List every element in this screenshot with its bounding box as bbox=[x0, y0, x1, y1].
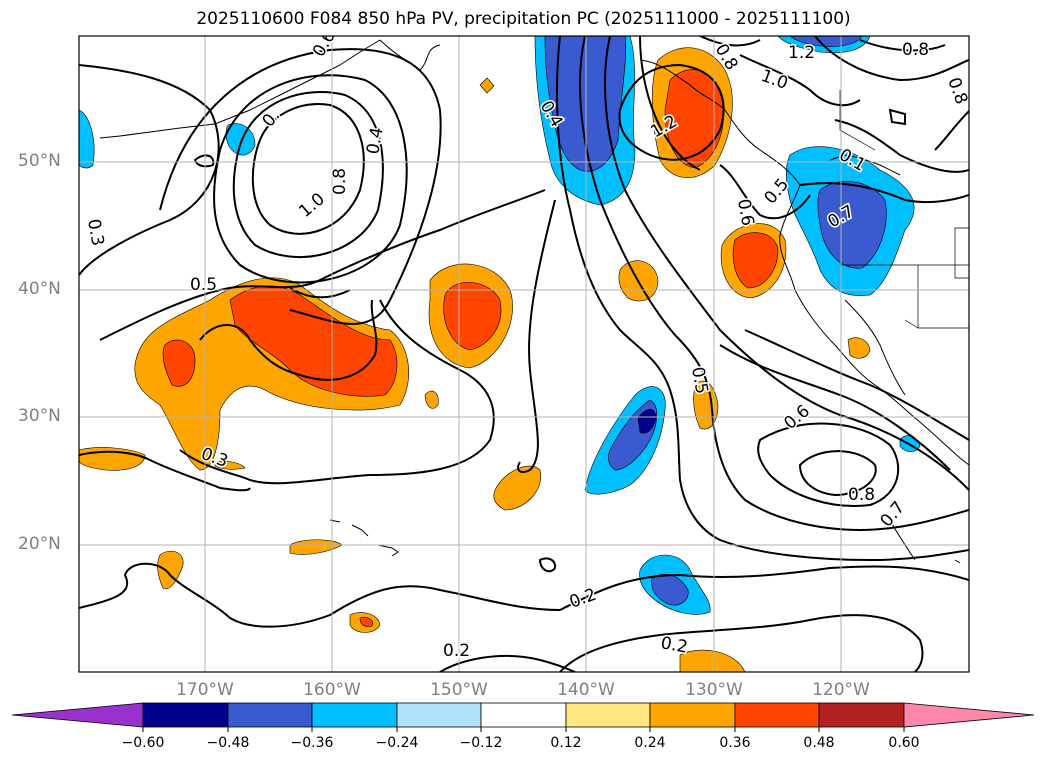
precip-positive-shading bbox=[79, 47, 871, 672]
contour-label: 0.8 bbox=[902, 40, 929, 60]
lon-label-170w: 170°W bbox=[176, 680, 234, 700]
contour-label: 0.2 bbox=[567, 585, 599, 613]
lat-label-20n: 20°N bbox=[18, 534, 61, 554]
colorbar-segment bbox=[480, 702, 567, 728]
lon-label-120w: 120°W bbox=[812, 680, 870, 700]
colorbar-tick-label: −0.24 bbox=[375, 735, 419, 751]
colorbar-segment bbox=[818, 702, 905, 728]
contour-label: 1.0 bbox=[295, 189, 329, 222]
contour-label: 0. bbox=[259, 106, 285, 131]
colorbar bbox=[11, 702, 1035, 732]
contour-label: 0.3 bbox=[83, 217, 107, 247]
colorbar-tick-label: −0.12 bbox=[459, 735, 503, 751]
lon-label-130w: 130°W bbox=[685, 680, 743, 700]
borders bbox=[839, 90, 969, 329]
coastlines bbox=[99, 39, 969, 564]
lon-label-150w: 150°W bbox=[430, 680, 488, 700]
contour-label: 1.0 bbox=[758, 66, 790, 94]
lon-label-160w: 160°W bbox=[303, 680, 361, 700]
contour-label: 0.8 bbox=[330, 168, 350, 195]
contour-label: 0.8 bbox=[943, 75, 971, 107]
colorbar-segment bbox=[227, 702, 313, 728]
colorbar-tick-label: 0.12 bbox=[550, 735, 582, 751]
contour-label: 0.8 bbox=[848, 485, 875, 505]
colorbar-tick-label: 0.60 bbox=[888, 735, 920, 751]
plot-frame bbox=[78, 35, 970, 673]
colorbar-segment bbox=[311, 702, 398, 728]
colorbar-segment bbox=[396, 702, 482, 728]
contour-label: 0.2 bbox=[443, 641, 470, 661]
map-title: 2025110600 F084 850 hPa PV, precipitatio… bbox=[196, 9, 851, 29]
colorbar-tick-label: 0.24 bbox=[634, 735, 666, 751]
contour-label: 0.5 bbox=[687, 365, 711, 395]
contour-label: 0.4 bbox=[363, 126, 387, 156]
colorbar-tick-label: −0.36 bbox=[290, 735, 334, 751]
colorbar-over-triangle bbox=[903, 702, 1035, 728]
contour-label: 0.2 bbox=[659, 633, 689, 657]
colorbar-tick-label: 0.36 bbox=[719, 735, 751, 751]
colorbar-segment bbox=[565, 702, 651, 728]
pv-contours bbox=[79, 36, 969, 672]
colorbar-tick-label: −0.48 bbox=[206, 735, 250, 751]
colorbar-tick-label: 0.48 bbox=[803, 735, 835, 751]
colorbar-under-triangle bbox=[11, 702, 144, 728]
contour-label: 0.6 bbox=[309, 27, 340, 60]
gridlines bbox=[79, 36, 969, 672]
contour-label: 0.5 bbox=[190, 275, 217, 295]
colorbar-tick-label: −0.60 bbox=[121, 735, 165, 751]
contour-label: 0.6 bbox=[733, 197, 757, 227]
lat-label-30n: 30°N bbox=[18, 406, 61, 426]
contour-label: 1.2 bbox=[788, 43, 815, 63]
lat-label-50n: 50°N bbox=[18, 151, 61, 171]
colorbar-segment bbox=[734, 702, 820, 728]
colorbar-segment bbox=[649, 702, 736, 728]
lon-label-140w: 140°W bbox=[557, 680, 615, 700]
colorbar-segment bbox=[142, 702, 229, 728]
lat-label-40n: 40°N bbox=[18, 279, 61, 299]
